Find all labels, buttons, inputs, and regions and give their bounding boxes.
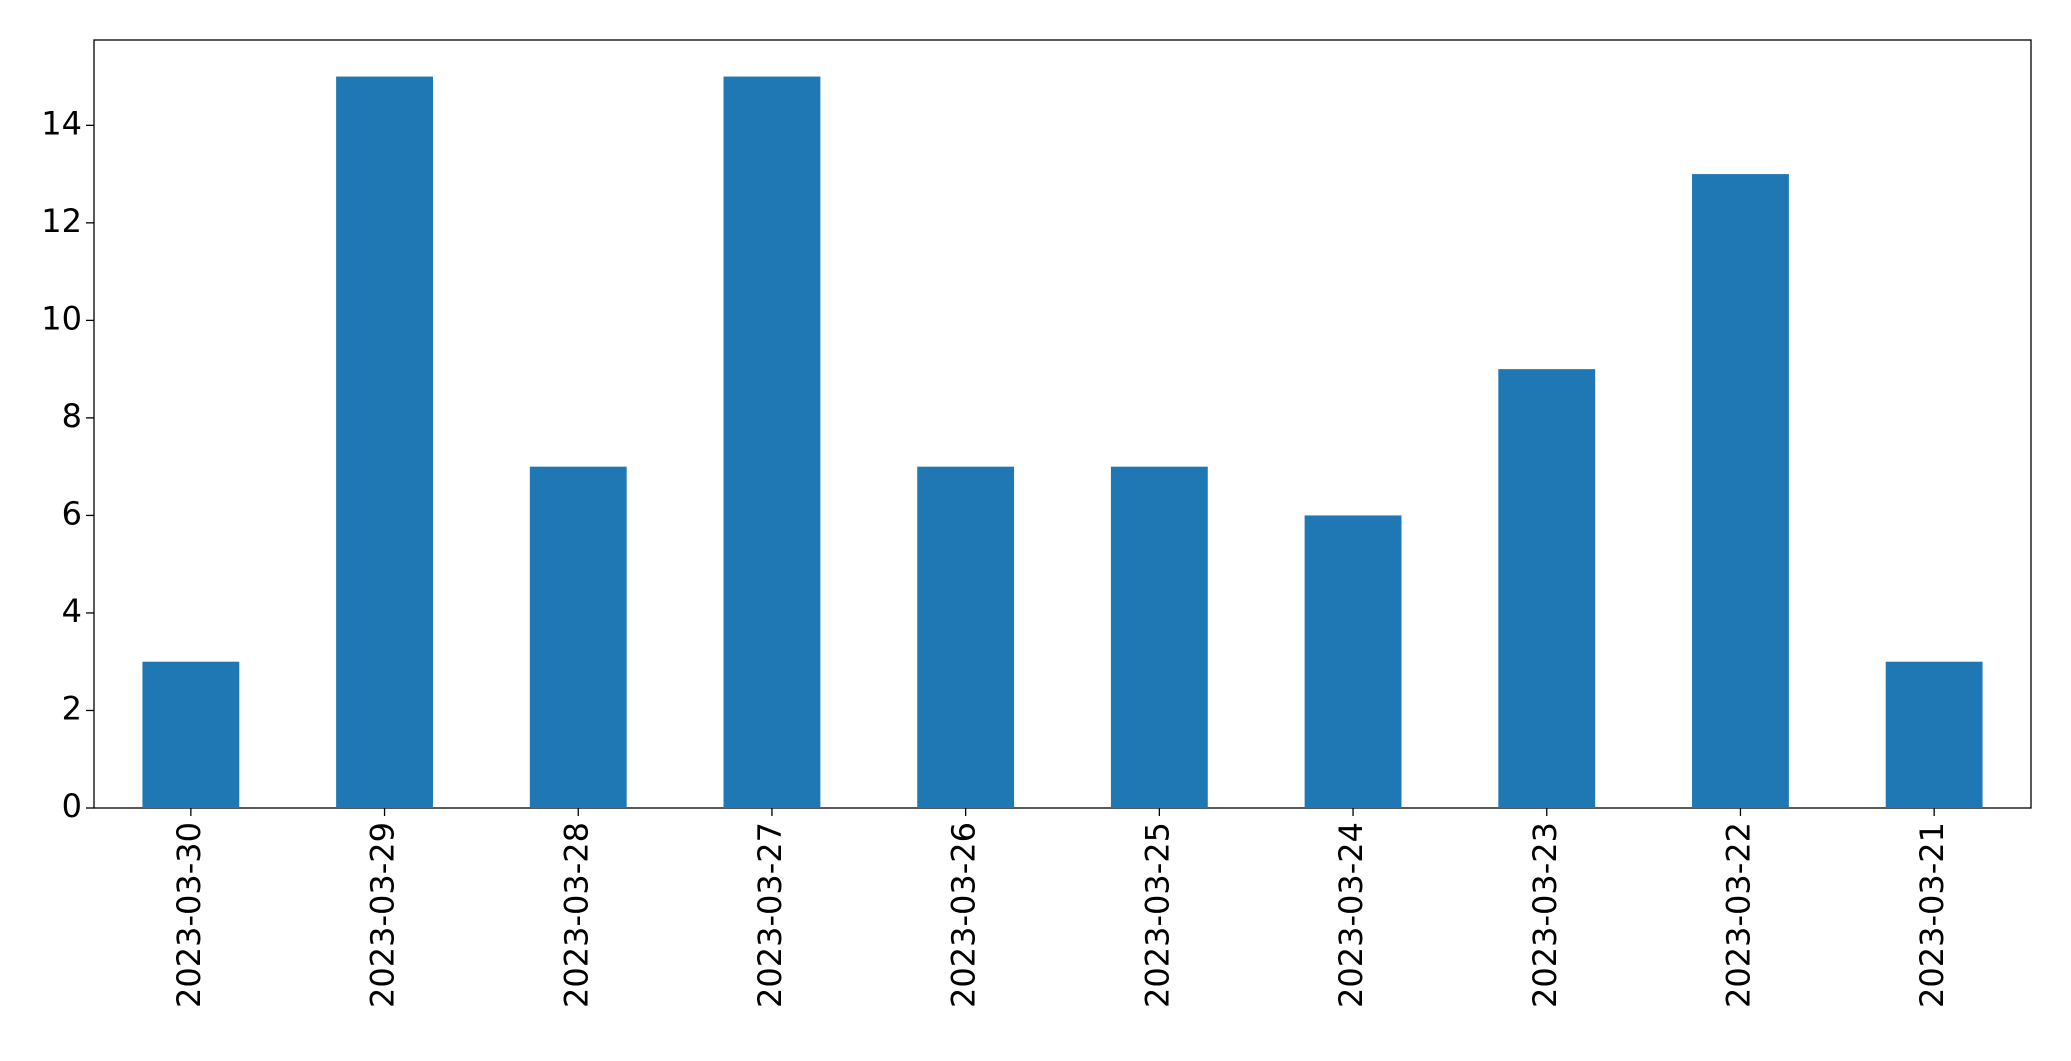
x-tick-label: 2023-03-22 [1719,822,1757,1008]
bar [336,76,433,809]
y-tick-label: 8 [62,397,82,435]
x-tick-label: 2023-03-27 [751,822,789,1008]
x-tick-label: 2023-03-26 [945,822,983,1008]
bar [917,466,1015,808]
x-tick-label: 2023-03-24 [1332,822,1370,1008]
bar [142,661,240,808]
y-tick-label: 0 [62,787,82,825]
plot-frame [93,39,2032,809]
y-tick-label: 12 [41,202,82,240]
x-tick-label: 2023-03-29 [364,822,402,1008]
x-tick-label: 2023-03-23 [1526,822,1564,1008]
bar [723,76,821,809]
y-tick-label: 14 [41,104,82,142]
bar [1885,661,1983,808]
bar [1498,369,1596,808]
x-tick-label: 2023-03-30 [170,822,208,1008]
y-tick-label: 10 [41,299,82,337]
bar [1692,174,1789,809]
bar [529,466,627,808]
bar [1110,466,1208,808]
bar [1304,515,1402,808]
x-tick-label: 2023-03-25 [1138,822,1176,1008]
x-tick-label: 2023-03-28 [557,822,595,1008]
y-tick-label: 2 [62,689,82,727]
y-tick-label: 4 [62,592,82,630]
y-tick-label: 6 [62,494,82,532]
x-tick-label: 2023-03-21 [1913,822,1951,1008]
